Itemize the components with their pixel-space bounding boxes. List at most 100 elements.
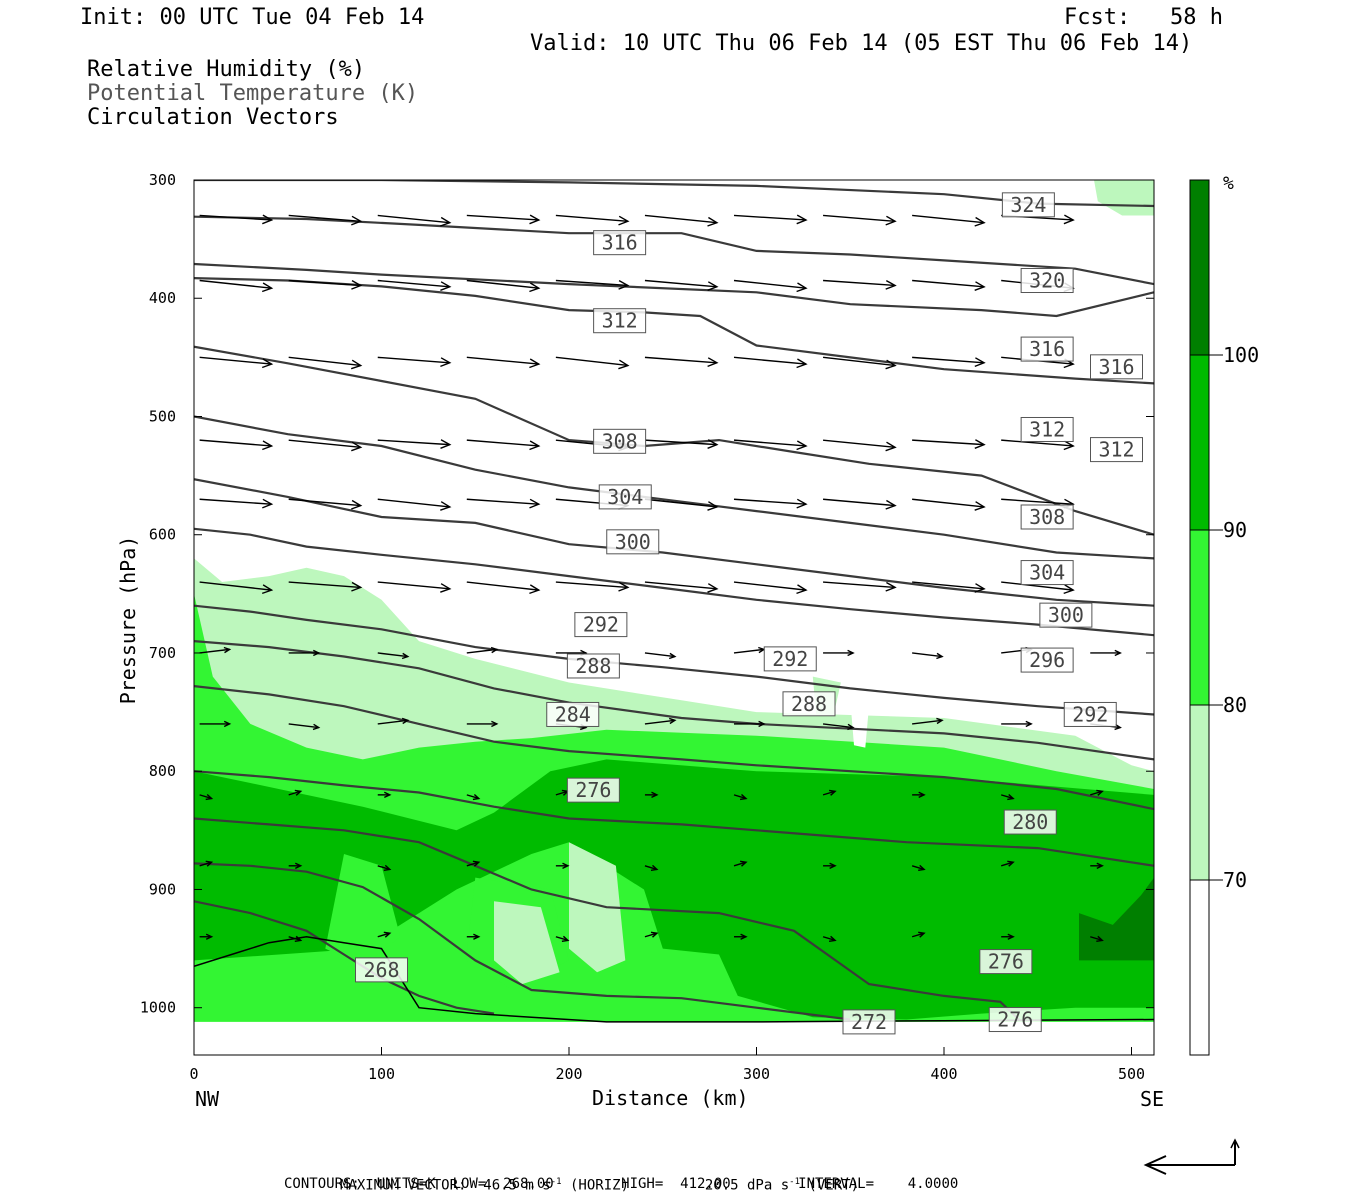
circulation-vector — [466, 439, 539, 447]
contour-label: 288 — [575, 654, 611, 678]
circulation-vector — [912, 356, 985, 364]
terrain-line — [194, 936, 1154, 1023]
contours-note: CONTOURS: UNITS=K LOW= 268.00 HIGH= 412.… — [284, 1176, 959, 1192]
circulation-vector-head — [401, 652, 410, 660]
circulation-vector-head — [1025, 720, 1033, 728]
circulation-vector — [377, 865, 390, 871]
valid-time: Valid: 10 UTC Thu 06 Feb 14 (05 EST Thu … — [530, 31, 1193, 56]
circulation-vector-head — [472, 860, 481, 867]
circulation-vector-layer — [199, 214, 1122, 942]
circulation-vector — [466, 794, 480, 800]
circulation-vector — [288, 356, 361, 367]
circulation-vector — [466, 861, 480, 867]
contour-label: 320 — [1029, 269, 1065, 293]
contour-label: 276 — [988, 950, 1024, 974]
circulation-vector-head — [740, 933, 748, 940]
x-tick-label: 500 — [1118, 1065, 1145, 1083]
circulation-vector — [199, 581, 272, 591]
contour-label: 268 — [363, 958, 399, 982]
circulation-vector — [912, 439, 985, 446]
rh-fill-layer — [194, 180, 1154, 1022]
max-vector-vert: 20.5 dPa s — [704, 1177, 790, 1194]
axis-layer: 300 400 500 600 700 800 900 1000 0 100 200 300 400 50… — [140, 171, 1154, 1083]
axis-xlabel: Distance (km) — [592, 1086, 749, 1110]
circulation-vector — [1001, 498, 1074, 505]
contour-label-box — [546, 701, 600, 727]
rh-region-6 — [569, 842, 626, 973]
circulation-vector — [644, 719, 676, 725]
contour-label-box — [355, 957, 408, 983]
circulation-vector-head — [440, 501, 452, 511]
circulation-vector-head — [351, 499, 363, 510]
colorbar-level-label: 90 — [1223, 518, 1247, 542]
max-vector-vert-exp: -1 — [789, 1177, 800, 1187]
circulation-vector-head — [205, 793, 214, 801]
circulation-vector — [555, 214, 628, 223]
contour-label-box — [1090, 437, 1143, 463]
circulation-vector-head — [440, 357, 452, 368]
contour-label: 280 — [1012, 810, 1048, 834]
max-vector-horiz-unit: (HORIZ) — [561, 1177, 629, 1194]
circulation-vector — [288, 723, 319, 729]
contour-label: 304 — [1029, 561, 1065, 585]
circulation-vector-head — [1007, 860, 1015, 867]
circulation-vector-head — [262, 214, 274, 225]
circulation-vector-head — [707, 216, 719, 227]
contour-label-box — [593, 230, 647, 256]
colorbar: 70 80 90 100% — [1189, 173, 1259, 1056]
circulation-vector-head — [918, 791, 926, 799]
contour-label: 316 — [1098, 355, 1134, 379]
circulation-vector-head — [974, 583, 986, 593]
circulation-vector — [288, 279, 361, 287]
contour-label-box — [1001, 192, 1055, 218]
colorbar-level-label: 70 — [1223, 868, 1247, 892]
circulation-vector — [912, 498, 985, 508]
circulation-vector-head — [707, 281, 719, 291]
circulation-vector-head — [974, 357, 986, 368]
circulation-vector — [733, 439, 807, 447]
contour-label-box — [842, 1009, 896, 1035]
circulation-vector-head — [739, 793, 748, 801]
circulation-vector-head — [974, 501, 986, 511]
circulation-vector — [644, 932, 658, 938]
circulation-vector — [466, 648, 497, 654]
contour-label-box — [1039, 602, 1093, 628]
circulation-vector — [823, 498, 896, 507]
circulation-vector-head — [294, 789, 303, 796]
circulation-vector — [733, 648, 765, 654]
circulation-vector — [377, 652, 408, 658]
field-theta: Potential Temperature (K) — [87, 81, 419, 106]
circulation-vector-head — [312, 649, 321, 657]
y-tick-label: 1000 — [140, 999, 176, 1017]
contour-label: 312 — [602, 309, 638, 333]
circulation-vector — [377, 439, 450, 446]
contour-label-box — [1020, 268, 1074, 294]
y-tick-label: 600 — [149, 526, 176, 544]
circulation-vector-head — [650, 931, 659, 938]
circulation-vector — [822, 936, 836, 942]
axis-xlabel-right-end: SE — [1140, 1087, 1165, 1111]
contour-label: 324 — [1010, 193, 1046, 217]
circulation-vector-head — [294, 862, 303, 870]
circulation-vector — [733, 498, 807, 505]
colorbar-segment — [1190, 355, 1209, 530]
rh-region-8 — [850, 700, 869, 748]
circulation-vector — [466, 356, 539, 365]
contour-label: 308 — [1029, 505, 1065, 529]
circulation-vector — [377, 356, 450, 364]
circulation-vector — [199, 498, 272, 505]
circulation-vector — [822, 439, 896, 449]
circulation-vector-head — [351, 279, 363, 290]
contour-label-box — [988, 1007, 1042, 1033]
circulation-vector — [377, 498, 450, 508]
circulation-vector-head — [707, 439, 719, 449]
circulation-vector — [1001, 581, 1074, 591]
circulation-vector — [555, 790, 569, 796]
circulation-vector — [1090, 790, 1103, 796]
circulation-vector — [912, 581, 985, 590]
plot-frame — [193, 179, 1155, 1056]
circulation-vector-head — [668, 717, 677, 725]
circulation-vector-head — [918, 864, 926, 871]
circulation-vector-head — [561, 935, 570, 942]
circulation-vector-head — [529, 214, 541, 225]
